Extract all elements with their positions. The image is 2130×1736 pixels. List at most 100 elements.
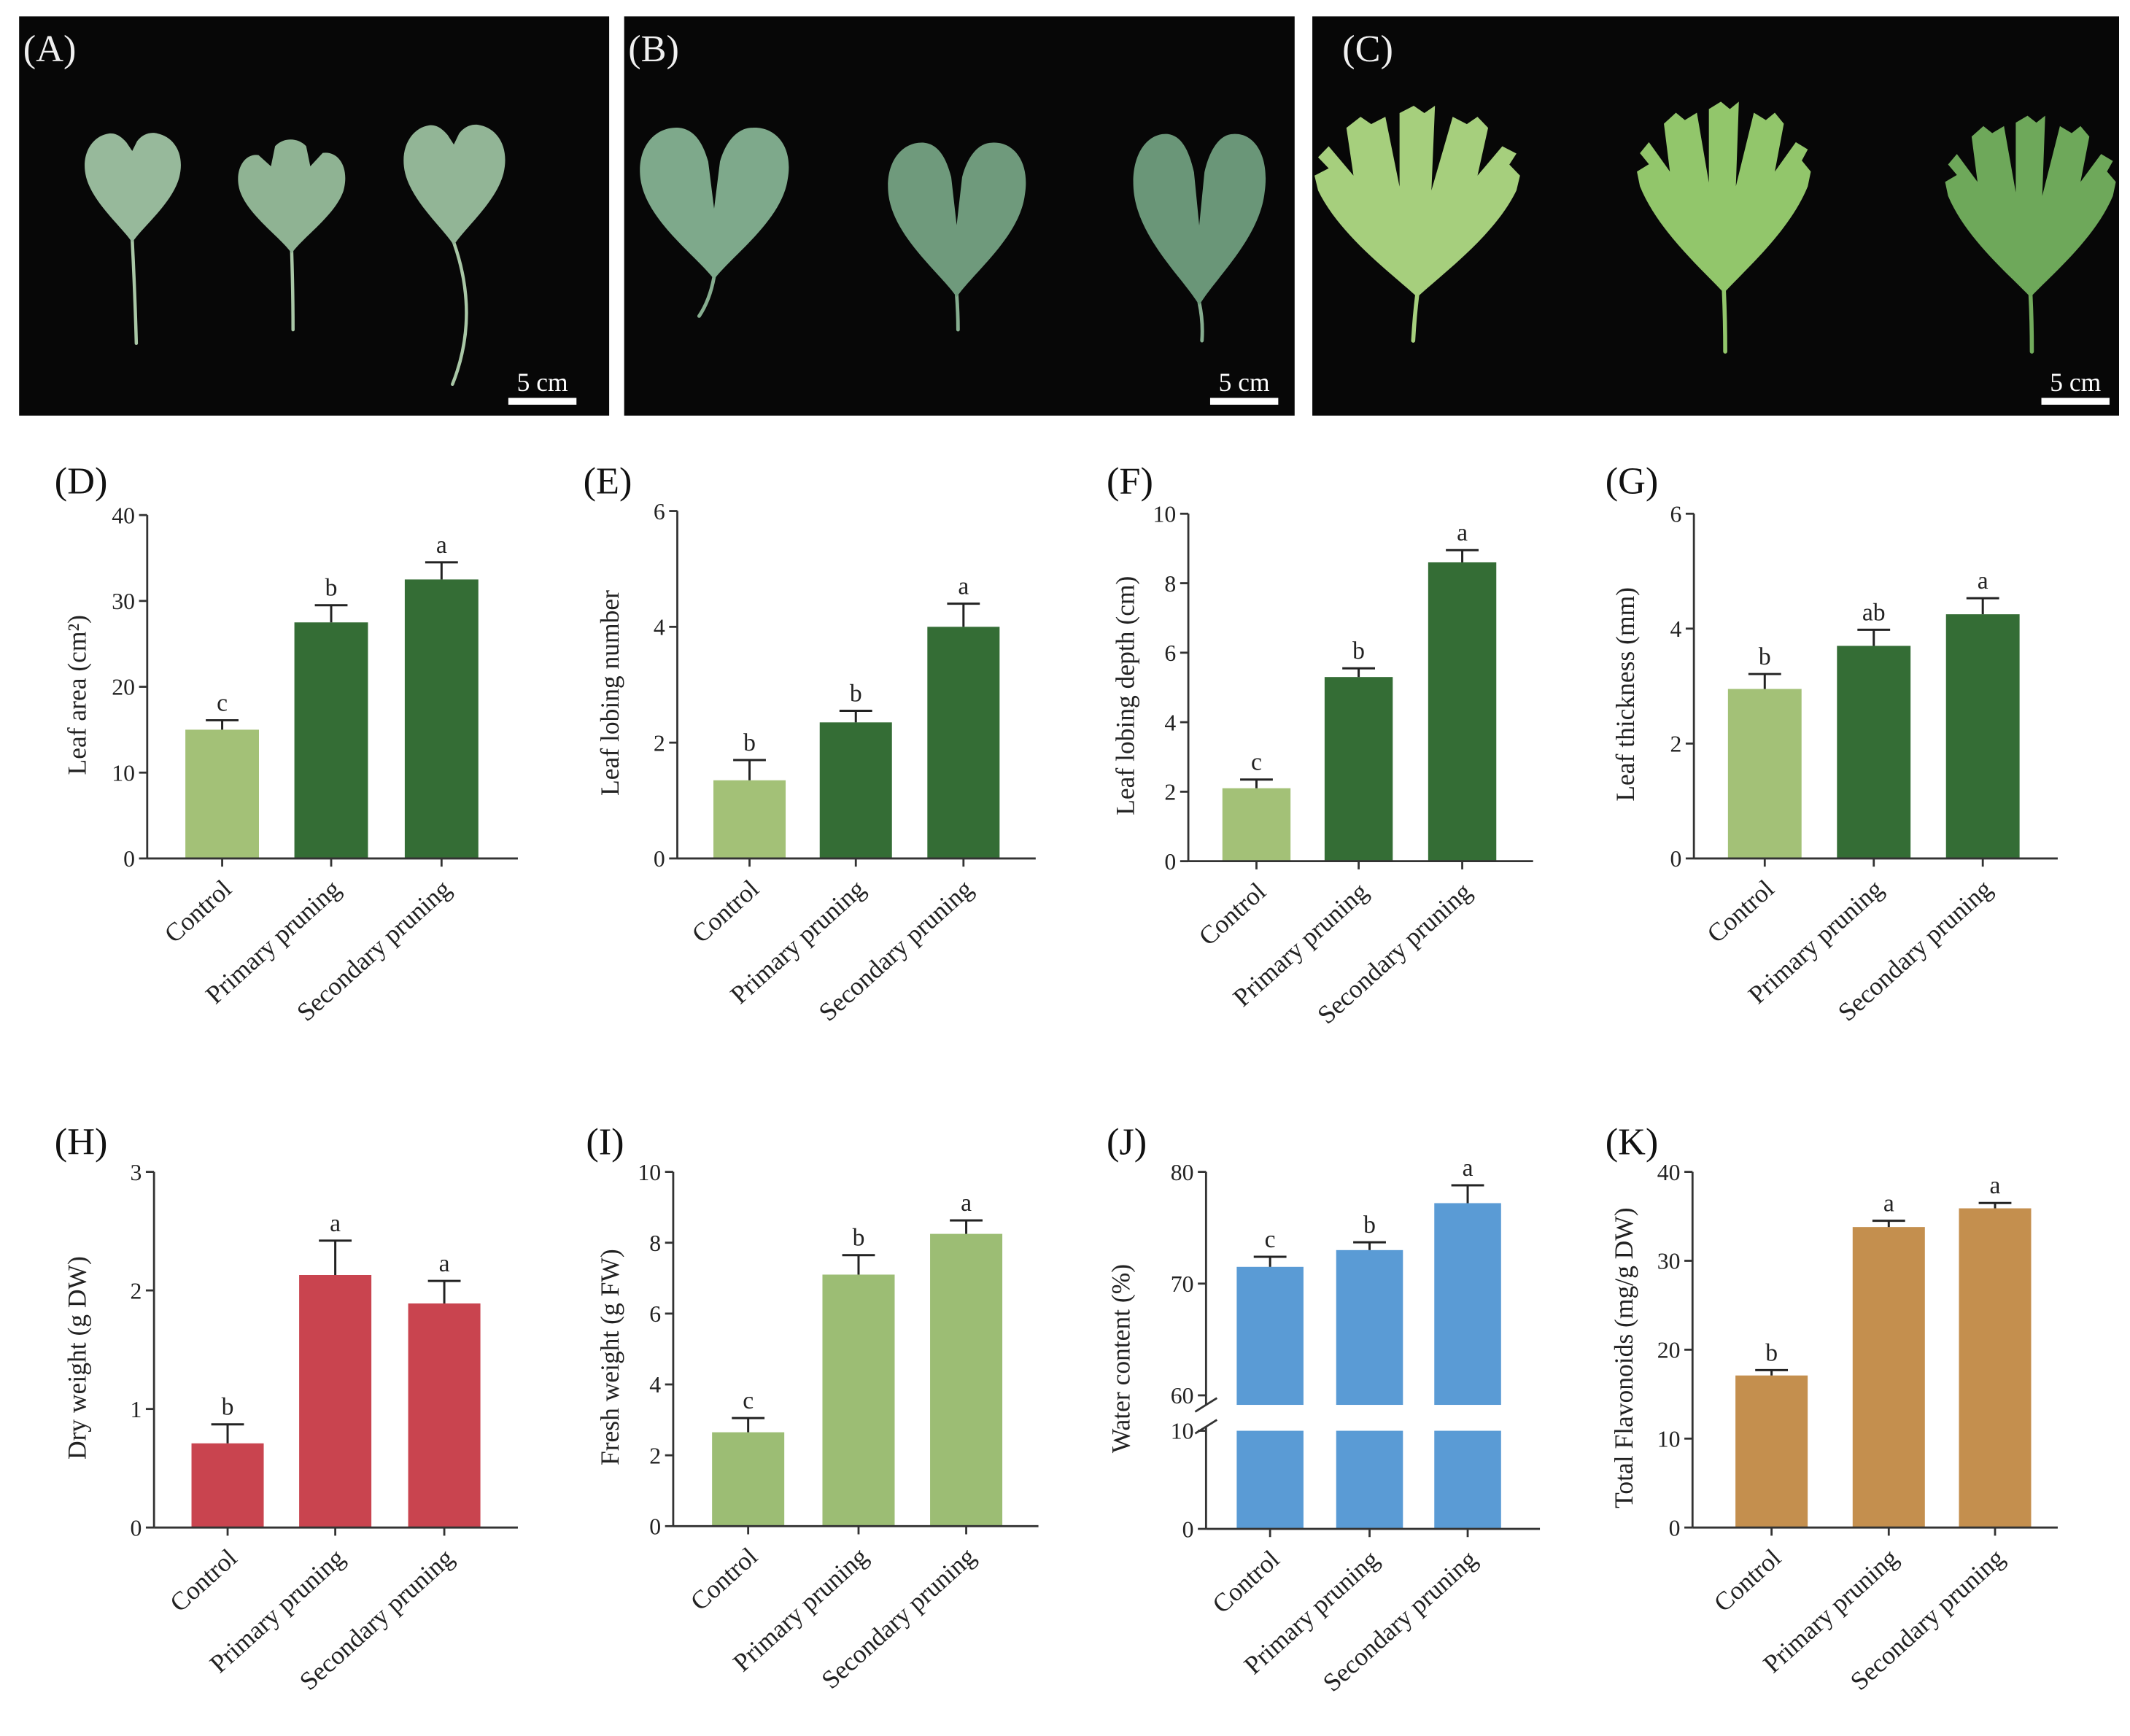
leaf-petiole [697,274,716,318]
y-tick-label: 3 [130,1160,142,1185]
x-tick-label: Control [1207,1544,1285,1619]
bar-lower-segment [1336,1430,1403,1530]
y-tick-label: 0 [649,1514,661,1540]
y-axis-label: Fresh weight (g FW) [595,1249,624,1465]
y-axis-label: Leaf lobing depth (cm) [1110,576,1139,815]
bar-control [1236,1266,1304,1530]
error-bar [1755,1368,1789,1376]
panel-label: (H) [55,1120,108,1163]
significance-letter: c [1251,749,1262,776]
bar-fill [819,722,892,859]
panel-label: (E) [584,460,632,502]
y-axis-label: Total Flavonoids (mg/g DW) [1609,1207,1638,1508]
y-axis-label: Water content (%) [1107,1264,1136,1453]
y-axis-label: Leaf area (cm²) [63,615,92,775]
bar-primary-pruning [1837,646,1911,859]
bar-secondary-pruning [408,1303,481,1528]
x-tick-label: Control [164,1543,242,1617]
y-tick-label: 2 [649,1443,661,1468]
bar-control [713,780,786,859]
bar-secondary-pruning [930,1233,1003,1527]
bar-control [712,1432,785,1527]
y-tick-label: 40 [112,503,135,528]
leaf-petiole [955,292,960,332]
error-bar [1240,778,1273,788]
y-axis-label: Leaf thickness (mm) [1611,587,1640,802]
y-tick-label: 6 [654,499,665,524]
bar-fill [930,1233,1003,1527]
x-tick-label: Control [1193,877,1271,951]
bar-control [1735,1375,1808,1528]
significance-letter: b [325,575,338,602]
scale-bar [1209,398,1279,405]
y-tick-label: 20 [112,675,135,700]
bar-fill [713,780,786,859]
bar-fill [294,622,368,859]
y-tick-label: 0 [1669,1515,1681,1541]
error-bar [1253,1255,1287,1267]
error-bar [1857,628,1891,646]
error-bar [206,718,239,730]
error-bar [1446,549,1479,562]
y-tick-label: 10 [638,1160,661,1185]
significance-letter: a [1457,519,1468,546]
bar-primary-pruning [294,622,368,859]
y-axis-label: Dry weight (g DW) [63,1256,92,1460]
y-tick-label: 30 [1657,1249,1681,1274]
bar-primary-pruning [822,1274,895,1527]
chart-panel-g: (G)Leaf thickness (mm) bControlabPrimary … [1606,460,2058,1027]
bar-control [185,729,259,859]
y-tick-label: 2 [1670,732,1681,757]
bar-fill [408,1303,481,1528]
y-tick-label: 20 [1657,1338,1681,1363]
y-axis-label: Leaf lobing number [595,590,624,796]
significance-letter: b [1352,638,1365,664]
bar-upper-segment [1336,1249,1403,1406]
y-tick-label: 4 [1670,616,1681,642]
bar-fill [191,1443,264,1528]
y-tick-label: 8 [649,1231,661,1256]
leaf-petiole [131,238,139,346]
bar-secondary-pruning [927,627,1000,859]
bar-primary-pruning [1336,1249,1403,1530]
significance-letter: a [1978,567,1988,594]
error-bar [1872,1220,1905,1228]
error-bar [211,1423,244,1444]
bar-fill [1852,1227,1925,1528]
y-tick-label: 6 [1164,640,1176,666]
significance-letter: a [436,532,447,559]
bar-primary-pruning [299,1274,372,1528]
y-tick-label: 80 [1171,1160,1194,1185]
bar-upper-segment [1434,1203,1501,1406]
bar-secondary-pruning [1434,1203,1501,1530]
bar-fill [927,627,1000,859]
error-bar [1966,597,1999,615]
error-bar [732,1417,765,1433]
significance-letter: b [1363,1212,1376,1239]
y-tick-label: 1 [130,1397,142,1422]
bar-control [1727,689,1802,859]
error-bar [314,604,348,623]
bar-primary-pruning [819,722,892,859]
significance-letter: b [853,1225,865,1252]
panel-label: (B) [628,28,679,70]
error-bar [733,759,766,780]
chart-panel-f: (F)Leaf lobing depth (cm) cControlbPrimar… [1107,460,1533,1029]
bar-fill [712,1432,785,1527]
x-tick-label: Control [159,874,237,948]
y-tick-label: 30 [112,589,135,614]
bar-fill [1735,1375,1808,1528]
y-tick-label: 40 [1657,1160,1681,1185]
photo-panel-b: (B) 5 cm [624,16,1295,416]
bar-lower-segment [1236,1430,1304,1530]
y-tick-label: 0 [654,846,665,872]
x-tick-label: Control [1701,874,1779,948]
bar-control [1222,788,1291,861]
scale-bar-label: 5 cm [2050,368,2101,397]
significance-letter: a [330,1210,341,1237]
scale-bar-label: 5 cm [1219,368,1270,397]
